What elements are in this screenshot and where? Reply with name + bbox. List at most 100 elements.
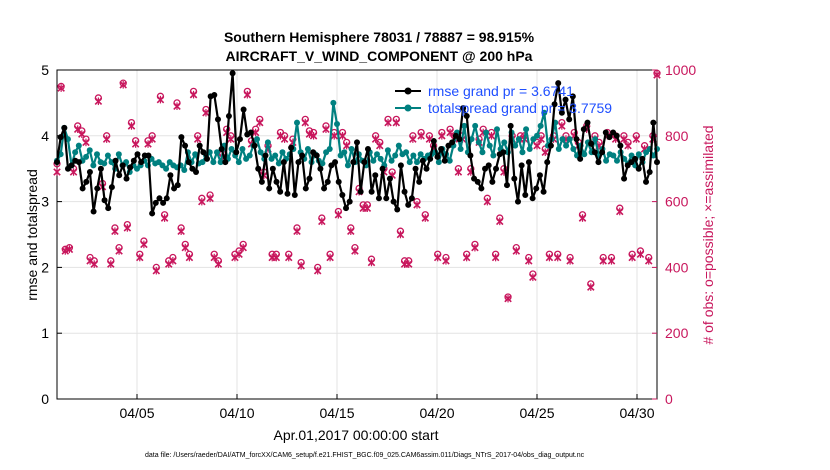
rmse-point <box>280 159 287 166</box>
rmse-point <box>569 93 576 100</box>
x-axis-label: Apr.01,2017 00:00:00 start <box>273 427 438 443</box>
obs-assimilated-point <box>251 128 260 137</box>
rmse-point <box>514 198 521 205</box>
rmse-point <box>386 175 393 182</box>
obs-assimilated-point <box>334 210 343 219</box>
rmse-point <box>518 162 525 169</box>
totalspread-point <box>614 157 620 164</box>
totalspread-point <box>479 149 486 156</box>
rmse-point <box>383 195 390 202</box>
rmse-point <box>401 188 408 195</box>
rmse-point <box>529 195 536 202</box>
totalspread-point <box>199 159 206 166</box>
obs-assimilated-point <box>148 135 156 143</box>
rmse-point <box>379 165 386 172</box>
obs-assimilated-point <box>644 257 653 265</box>
obs-assimilated-point <box>305 130 314 138</box>
obs-assimilated-point <box>512 247 521 255</box>
totalspread-point <box>635 151 642 158</box>
rmse-point <box>375 195 382 202</box>
rmse-point <box>130 157 137 164</box>
obs-assimilated-point <box>628 253 636 262</box>
rmse-point <box>467 152 474 159</box>
rmse-point <box>75 159 82 166</box>
rmse-point <box>321 185 328 192</box>
obs-assimilated-point <box>326 253 334 262</box>
totalspread-point <box>192 151 199 158</box>
x-tick-label: 04/05 <box>119 405 154 421</box>
rmse-point <box>101 197 108 204</box>
obs-assimilated-point <box>107 260 115 268</box>
rmse-point <box>562 96 569 103</box>
obs-assimilated-point <box>131 140 140 148</box>
rmse-point <box>108 184 115 191</box>
y-axis-right: 0 200 400 600 800 1000 <box>652 62 696 407</box>
totalspread-series <box>54 99 660 175</box>
rmse-point <box>288 144 295 151</box>
rmse-point <box>617 142 624 149</box>
obs-assimilated-point <box>607 257 616 265</box>
rmse-point <box>584 119 591 126</box>
obs-assimilated-markers <box>53 71 661 303</box>
obs-assimilated-point <box>363 204 372 212</box>
rmse-point <box>79 185 86 192</box>
obs-assimilated-point <box>185 253 194 262</box>
rmse-point <box>222 159 229 166</box>
totalspread-point <box>559 136 566 143</box>
totalspread-point <box>239 145 246 152</box>
obs-assimilated-point <box>119 81 127 89</box>
obs-assimilated-point <box>322 125 330 134</box>
obs-assimilated-point <box>504 294 512 303</box>
rmse-point <box>405 201 412 208</box>
obs-assimilated-point <box>615 207 624 216</box>
rmse-point <box>474 178 481 185</box>
obs-assimilated-point <box>620 135 628 143</box>
rmse-point <box>346 198 353 205</box>
rmse-point <box>105 205 112 212</box>
rmse-point <box>613 132 620 139</box>
y-right-tick-label: 1000 <box>665 62 696 78</box>
rmse-point <box>350 159 357 166</box>
x-tick-label: 04/30 <box>619 405 654 421</box>
totalspread-point <box>319 160 326 167</box>
obs-assimilated-point <box>78 130 86 138</box>
rmse-point <box>394 206 401 213</box>
rmse-point <box>68 162 75 169</box>
rmse-point <box>390 198 397 205</box>
x-tick-label: 04/25 <box>519 405 554 421</box>
obs-assimilated-point <box>115 247 123 255</box>
obs-assimilated-point <box>624 141 632 150</box>
obs-assimilated-point <box>293 227 301 236</box>
obs-assimilated-point <box>255 118 264 127</box>
rmse-point <box>460 105 467 112</box>
rmse-point <box>463 113 470 120</box>
rmse-point <box>650 119 657 126</box>
y-left-tick-label: 0 <box>41 391 49 407</box>
obs-assimilated-point <box>384 118 392 127</box>
totalspread-point <box>384 147 391 154</box>
footer-data-file: data file: /Users/raeder/DAI/ATM_forcXX/… <box>145 452 585 459</box>
totalspread-point <box>417 151 424 158</box>
rmse-point <box>193 168 200 175</box>
obs-assimilated-point <box>206 194 214 203</box>
totalspread-point <box>83 153 90 160</box>
totalspread-point <box>519 149 526 156</box>
totalspread-point <box>94 151 100 158</box>
totalspread-point <box>104 152 111 159</box>
obs-assimilated-point <box>491 253 500 262</box>
rmse-point <box>493 165 500 172</box>
rmse-point <box>247 129 254 136</box>
obs-assimilated-point <box>94 97 103 106</box>
obs-assimilated-point <box>417 132 425 140</box>
rmse-point <box>566 116 573 123</box>
totalspread-point <box>570 145 577 152</box>
totalspread-point <box>163 165 170 172</box>
totalspread-point <box>75 142 82 149</box>
rmse-point <box>97 165 104 172</box>
totalspread-point <box>264 139 271 146</box>
chart-subtitle: AIRCRAFT_V_WIND_COMPONENT @ 200 hPa <box>226 48 533 64</box>
rmse-point <box>525 159 532 166</box>
rmse-point <box>573 136 580 143</box>
obs-assimilated-point <box>396 230 405 239</box>
totalspread-point <box>537 122 544 129</box>
